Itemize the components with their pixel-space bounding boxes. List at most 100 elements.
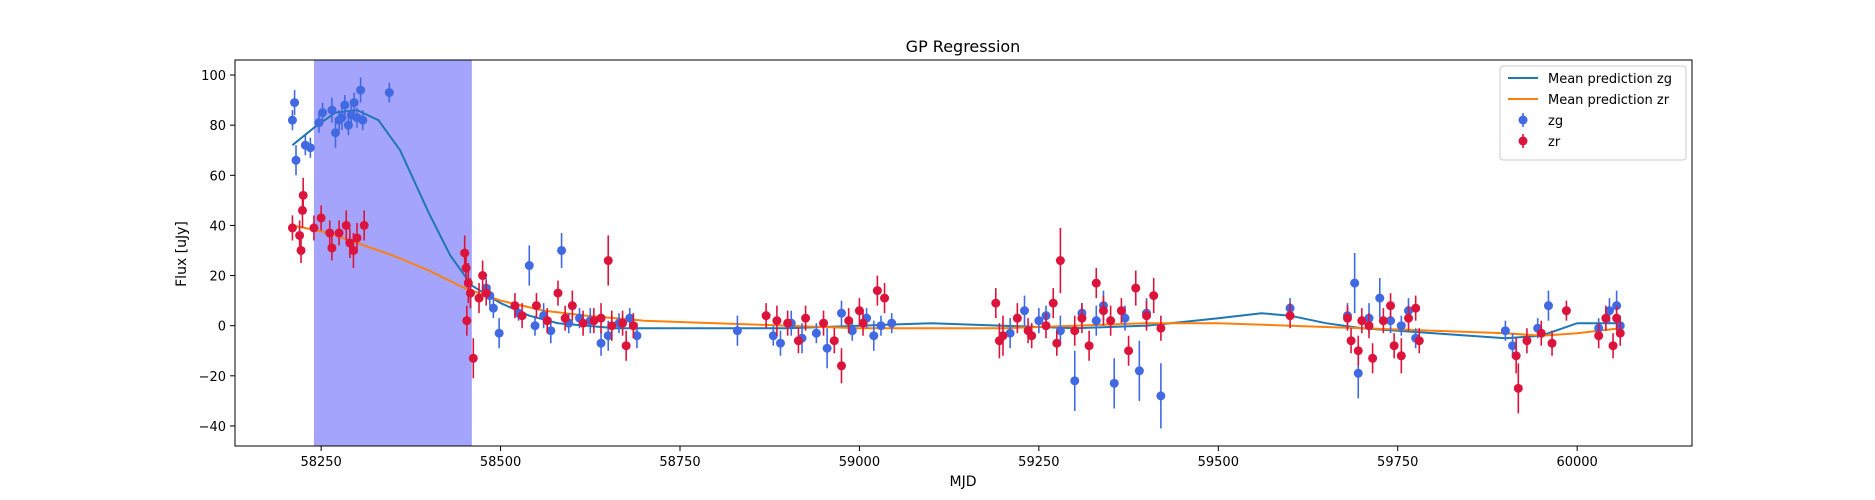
data-point-zr (829, 336, 839, 346)
legend-box (1499, 65, 1687, 161)
data-point-zr (1149, 291, 1159, 301)
data-point-zr (1389, 341, 1399, 351)
data-point-zr (1511, 351, 1521, 361)
data-point-zr (1396, 351, 1406, 361)
data-point-zr (345, 238, 355, 248)
data-point-zr (1142, 311, 1152, 321)
data-point-zg (596, 338, 606, 348)
data-point-zr (327, 243, 337, 253)
legend-label: zr (1548, 135, 1561, 150)
data-point-zg (546, 326, 556, 336)
x-tick-label: 58500 (480, 455, 521, 470)
data-point-zr (1052, 338, 1062, 348)
data-point-zr (560, 313, 570, 323)
data-point-zr (1353, 346, 1363, 356)
data-point-zr (819, 318, 829, 328)
data-point-zg (330, 128, 340, 138)
data-point-zr (1378, 316, 1388, 326)
data-point-zr (1513, 383, 1523, 393)
data-point-zr (578, 318, 588, 328)
data-point-zr (325, 228, 335, 238)
data-point-zg (340, 100, 350, 110)
x-tick-label: 59750 (1377, 455, 1418, 470)
data-point-zg (811, 328, 821, 338)
data-point-zr (783, 318, 793, 328)
legend-marker-swatch (1518, 115, 1528, 125)
data-point-zg (290, 98, 300, 108)
legend: Mean prediction zg Mean prediction zr zg zr (1499, 65, 1687, 161)
data-point-zg (305, 143, 315, 153)
data-point-zr (460, 248, 470, 258)
data-point-zg (488, 303, 498, 313)
data-point-zr (1116, 306, 1126, 316)
y-tick-label: 0 (218, 320, 226, 335)
data-point-zr (309, 223, 319, 233)
data-point-zr (991, 298, 1001, 308)
plot-area (287, 60, 1625, 446)
data-point-zr (1346, 336, 1356, 346)
data-point-zg (318, 108, 328, 118)
data-point-zr (295, 230, 305, 240)
data-point-zg (494, 328, 504, 338)
data-point-zr (793, 336, 803, 346)
data-point-zr (596, 313, 606, 323)
data-point-zg (1386, 316, 1396, 326)
y-tick-label: 60 (209, 169, 226, 184)
data-point-zg (358, 115, 368, 125)
data-point-zg (1120, 313, 1130, 323)
data-point-zr (1536, 328, 1546, 338)
data-point-zr (352, 233, 362, 243)
data-point-zr (761, 311, 771, 321)
data-point-zr (618, 318, 628, 328)
data-point-zr (481, 288, 491, 298)
data-point-zr (1131, 283, 1141, 293)
data-point-zr (1386, 301, 1396, 311)
data-point-zr (1364, 321, 1374, 331)
data-point-zr (621, 341, 631, 351)
data-point-zg (356, 85, 366, 95)
data-point-zg (1500, 326, 1510, 336)
data-point-zr (478, 271, 488, 281)
legend-label: zg (1548, 114, 1563, 129)
data-point-zr (1077, 313, 1087, 323)
data-point-zr (531, 301, 541, 311)
data-point-zr (316, 213, 326, 223)
data-point-zr (468, 353, 478, 363)
data-point-zr (1055, 256, 1065, 266)
data-point-zg (1134, 366, 1144, 376)
data-point-zg (530, 321, 540, 331)
data-point-zr (1342, 313, 1352, 323)
mean-line-zr (292, 224, 1621, 337)
data-point-zr (998, 331, 1008, 341)
chart-title: GP Regression (906, 37, 1021, 56)
data-point-zg (775, 338, 785, 348)
data-point-zr (1411, 303, 1421, 313)
data-point-zg (349, 98, 359, 108)
data-point-zg (822, 343, 832, 353)
data-point-zg (287, 115, 297, 125)
data-point-zr (844, 316, 854, 326)
data-point-zr (1091, 278, 1101, 288)
data-point-zg (1156, 391, 1166, 401)
legend-label: Mean prediction zg (1548, 72, 1672, 87)
data-point-zg (1020, 306, 1030, 316)
data-point-zr (287, 223, 297, 233)
data-point-zg (524, 261, 534, 271)
data-point-zr (801, 313, 811, 323)
data-point-zr (1615, 328, 1625, 338)
data-point-zr (1403, 313, 1413, 323)
data-point-zr (854, 306, 864, 316)
data-point-zg (603, 331, 613, 341)
data-point-zr (1156, 323, 1166, 333)
data-point-zr (872, 286, 882, 296)
data-point-zr (465, 288, 475, 298)
y-tick-label: 80 (209, 119, 226, 134)
data-point-zg (1604, 306, 1614, 316)
data-point-zr (517, 311, 527, 321)
data-point-zr (510, 301, 520, 311)
data-point-zr (628, 321, 638, 331)
data-point-zr (1612, 313, 1622, 323)
data-point-zg (625, 313, 635, 323)
data-point-zg (887, 318, 897, 328)
